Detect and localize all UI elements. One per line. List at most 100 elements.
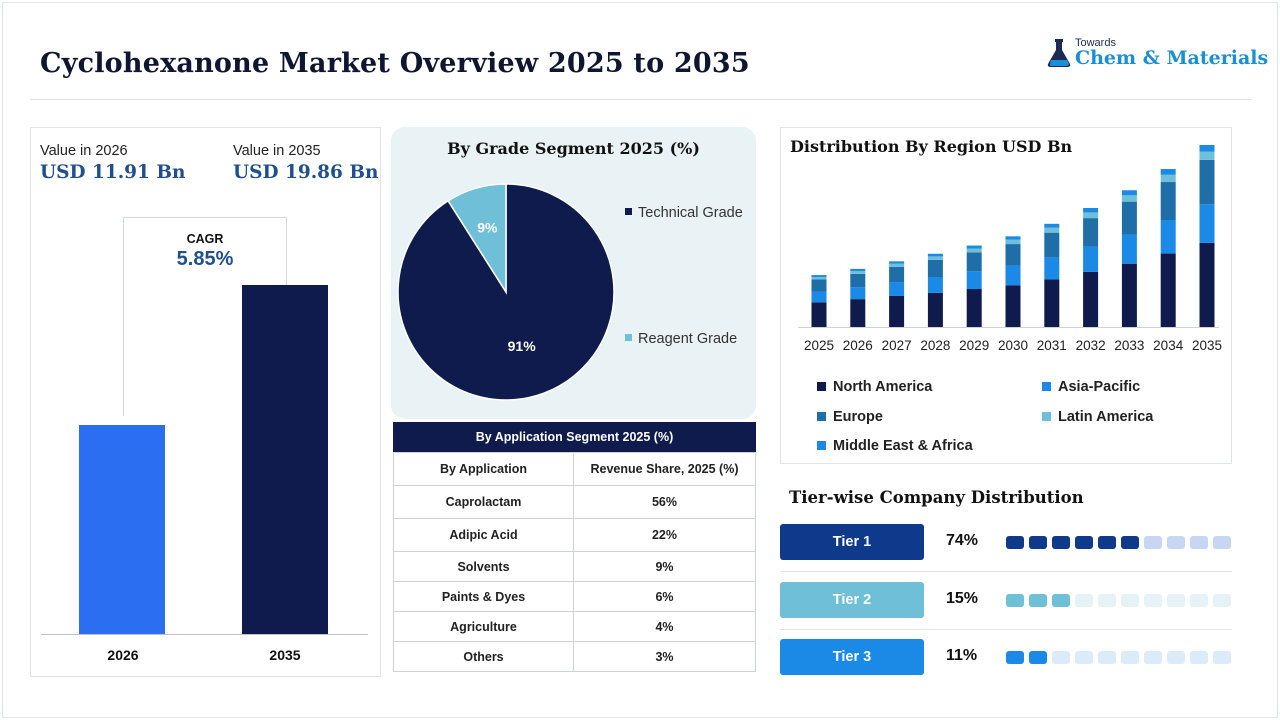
region-bar-segment — [811, 302, 827, 327]
cell-share: 6% — [573, 581, 756, 612]
region-bar-segment — [966, 289, 982, 327]
flask-icon — [1047, 39, 1071, 67]
company-logo: Towards Chem & Materials — [1045, 36, 1268, 72]
market-bar-label-2026: 2026 — [107, 647, 139, 663]
tier-dot-empty — [1167, 594, 1185, 607]
region-bar-segment — [811, 275, 827, 277]
legend-label: Europe — [833, 409, 883, 425]
legend-label: Asia-Pacific — [1058, 379, 1141, 395]
region-bar-segment — [1199, 204, 1215, 243]
legend-latin-america: Latin America — [1042, 409, 1153, 425]
grade-segment-panel: By Grade Segment 2025 (%) 91% 9% Technica… — [391, 127, 756, 419]
grade-chart-title: By Grade Segment 2025 (%) — [447, 139, 700, 158]
region-bar-segment — [850, 273, 866, 288]
region-bar-segment — [1005, 244, 1021, 266]
region-bar-segment — [889, 263, 905, 267]
region-bar-segment — [1160, 169, 1176, 175]
market-bar-2035 — [242, 285, 328, 634]
region-x-tick-label: 2029 — [959, 338, 989, 353]
cell-share: 22% — [573, 518, 756, 552]
region-bar-segment — [850, 268, 866, 271]
tier-section-title: Tier-wise Company Distribution — [789, 488, 1084, 507]
tier-dot-empty — [1190, 594, 1208, 607]
region-chart-title: Distribution By Region USD Bn — [790, 137, 1073, 156]
region-bar-segment — [1160, 182, 1176, 221]
application-table-title: By Application Segment 2025 (%) — [393, 422, 756, 452]
region-x-tick-label: 2034 — [1153, 338, 1184, 353]
tier-dot-empty — [1075, 651, 1093, 664]
pie-data-label: 9% — [477, 220, 498, 236]
tier-dot-empty — [1052, 651, 1070, 664]
region-bar-segment — [1199, 242, 1215, 327]
tier-dot-filled — [1052, 536, 1070, 549]
cell-share: 4% — [573, 611, 756, 642]
region-x-tick-label: 2028 — [920, 338, 950, 353]
pie-slice-reagent-grade — [447, 183, 507, 295]
cell-application: Adipic Acid — [393, 518, 574, 552]
tier-dot-empty — [1098, 594, 1116, 607]
tier-dot-filled — [1006, 536, 1024, 549]
region-bar-segment — [889, 261, 905, 264]
tier-dot-empty — [1121, 651, 1139, 664]
region-bar-segment — [1083, 218, 1099, 247]
region-bar-segment — [1199, 159, 1215, 205]
tier-dot-filled — [1006, 651, 1024, 664]
cell-application: Others — [393, 641, 574, 672]
region-bar-segment — [889, 282, 905, 296]
market-bar-label-2035: 2035 — [269, 647, 301, 663]
cagr-label: CAGR — [186, 232, 224, 246]
tier-dot-empty — [1121, 594, 1139, 607]
tier-dot-filled — [1121, 536, 1139, 549]
market-size-panel: Value in 2026 USD 11.91 Bn Value in 2035… — [30, 127, 381, 677]
legend-swatch — [817, 381, 826, 391]
region-bar-segment — [1121, 234, 1137, 264]
region-bar-segment — [1005, 239, 1021, 245]
value-2035-label: Value in 2035 — [233, 143, 321, 159]
tier-dot-empty — [1167, 536, 1185, 549]
tier-badge-2: Tier 2 — [780, 582, 924, 618]
value-2026: USD 11.91 Bn — [40, 162, 186, 183]
region-bar-segment — [1005, 236, 1021, 240]
cell-share: 9% — [573, 551, 756, 582]
tier-percentage: 15% — [946, 590, 979, 607]
cell-application: Caprolactam — [393, 485, 574, 519]
tier-dot-empty — [1167, 651, 1185, 664]
tier-dot-empty — [1213, 536, 1231, 549]
region-bar-segment — [1005, 265, 1021, 286]
region-bar-segment — [966, 245, 982, 249]
region-bar-segment — [1083, 271, 1099, 327]
tier-separator — [780, 571, 1232, 572]
table-header-row: By Application Revenue Share, 2025 (%) — [393, 452, 756, 486]
tier-dot-filled — [1075, 536, 1093, 549]
cell-application: Paints & Dyes — [393, 581, 574, 612]
region-bar-segment — [966, 271, 982, 290]
region-bar-segment — [889, 295, 905, 327]
legend-swatch-technical — [625, 207, 632, 215]
tier-percentage: 11% — [946, 647, 978, 664]
legend-label-technical: Technical Grade — [638, 205, 743, 221]
value-2035: USD 19.86 Bn — [233, 162, 379, 183]
column-header-share: Revenue Share, 2025 (%) — [573, 452, 756, 486]
region-bar-segment — [1160, 220, 1176, 254]
region-bar-segment — [1044, 257, 1060, 280]
application-table: By Application Segment 2025 (%) By Appli… — [393, 422, 756, 672]
cagr-box: CAGR 5.85% — [123, 217, 287, 416]
region-bar-segment — [1044, 279, 1060, 327]
region-bar-segment — [1044, 232, 1060, 258]
tier-dot-empty — [1144, 536, 1162, 549]
region-bar-segment — [811, 279, 827, 292]
tier-separator — [780, 629, 1232, 630]
cagr-value: 5.85% — [176, 248, 234, 270]
value-2026-label: Value in 2026 — [40, 143, 128, 159]
title-divider — [30, 99, 1252, 100]
page-title: Cyclohexanone Market Overview 2025 to 20… — [40, 48, 750, 79]
tier-dot-empty — [1190, 536, 1208, 549]
region-bar-segment — [927, 276, 943, 293]
tier-percentage: 74% — [946, 532, 979, 549]
region-x-tick-label: 2031 — [1037, 338, 1067, 353]
tier-dot-filled — [1029, 651, 1047, 664]
table-row: Others 3% — [393, 641, 756, 672]
tier-dot-empty — [1144, 594, 1162, 607]
region-x-tick-label: 2035 — [1192, 338, 1222, 353]
